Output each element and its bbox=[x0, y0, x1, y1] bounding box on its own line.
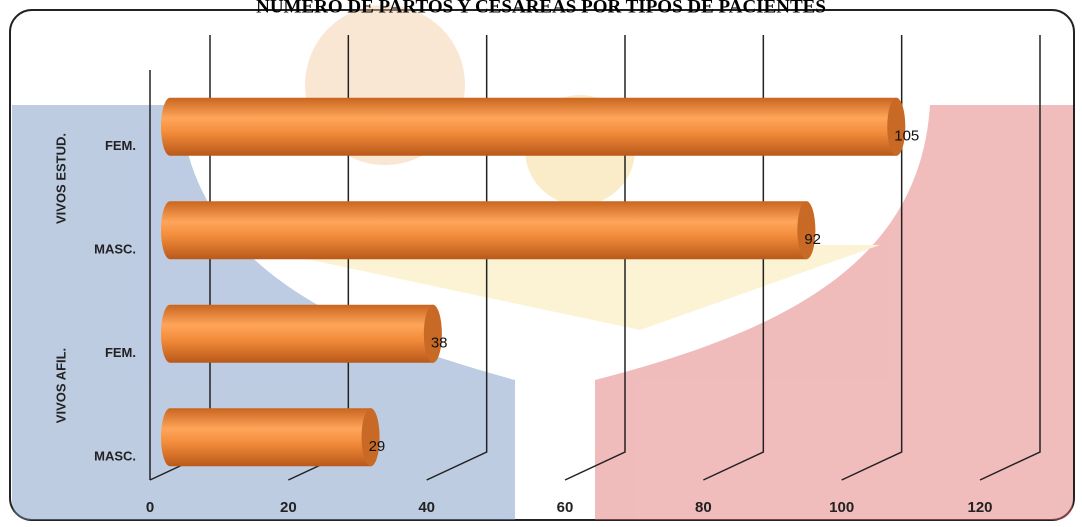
red-shape bbox=[595, 105, 1073, 520]
x-tick-label: 60 bbox=[557, 499, 574, 516]
bar-cap bbox=[887, 97, 906, 156]
x-tick-label: 0 bbox=[146, 499, 154, 516]
grid-line bbox=[841, 35, 903, 481]
y-tick-label: FEM. bbox=[105, 138, 136, 153]
x-tick-label: 100 bbox=[829, 499, 854, 516]
deco-shape bbox=[240, 245, 880, 330]
x-tick-label: 20 bbox=[280, 499, 297, 516]
x-tick-label: 80 bbox=[695, 499, 712, 516]
group-label: VIVOS ESTUD. bbox=[53, 133, 68, 224]
value-label: 29 bbox=[369, 438, 386, 455]
value-label: 38 bbox=[431, 335, 448, 352]
group-label: VIVOS AFIL. bbox=[53, 348, 68, 423]
x-tick-label: 120 bbox=[967, 499, 992, 516]
x-tick-label: 40 bbox=[418, 499, 435, 516]
chart-title: NÚMERO DE PARTOS Y CESÁREAS POR TIPOS DE… bbox=[256, 0, 826, 17]
bar-cap bbox=[361, 408, 380, 467]
value-label: 105 bbox=[894, 128, 919, 145]
y-tick-label: MASC. bbox=[94, 242, 136, 257]
bar bbox=[161, 201, 816, 260]
bar-cap bbox=[423, 304, 442, 363]
y-tick-label: MASC. bbox=[94, 449, 136, 464]
bar bbox=[161, 304, 442, 363]
y-tick-label: FEM. bbox=[105, 345, 136, 360]
grid-line bbox=[979, 35, 1041, 481]
grid-line bbox=[703, 35, 765, 481]
bar bbox=[161, 97, 906, 156]
grid-line bbox=[426, 35, 488, 481]
bar bbox=[161, 408, 380, 467]
bar-cap bbox=[797, 201, 816, 260]
grid-line bbox=[564, 35, 626, 481]
value-label: 92 bbox=[804, 231, 821, 248]
